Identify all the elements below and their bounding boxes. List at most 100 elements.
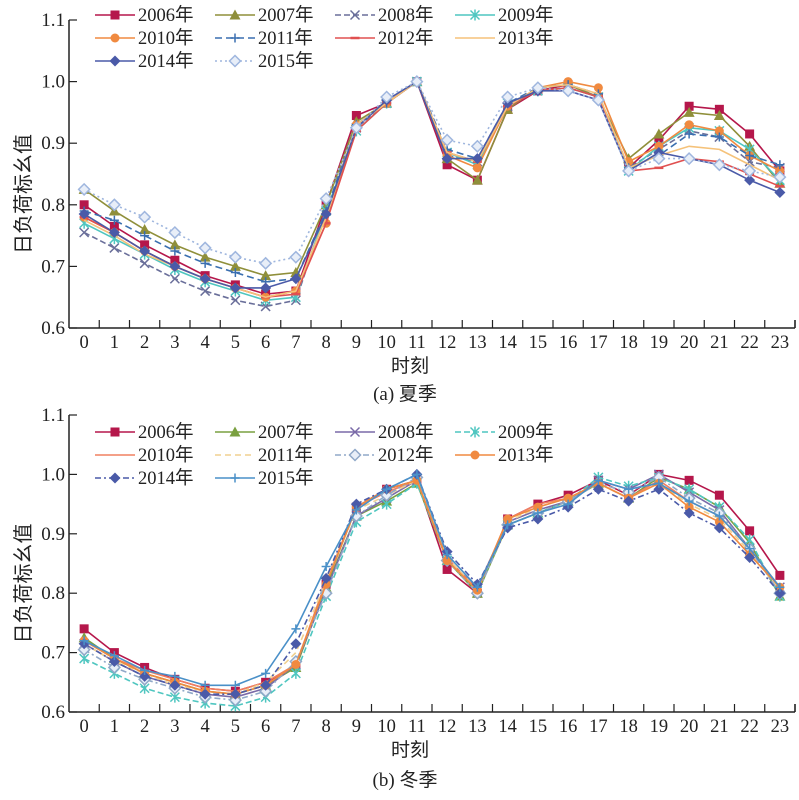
- marker-diamond-hollow: [107, 660, 121, 675]
- marker-diamond: [169, 679, 181, 691]
- marker-square: [442, 564, 452, 574]
- marker-circle: [714, 126, 724, 136]
- x-tick-label: 23: [771, 717, 790, 737]
- marker-diamond-hollow: [259, 256, 273, 270]
- legend-item: 2008年: [335, 422, 434, 443]
- y-axis-label: 日负荷标幺值: [11, 134, 35, 254]
- x-tick-label: 12: [438, 333, 457, 353]
- y-tick-label: 0.6: [41, 702, 65, 723]
- marker-diamond: [320, 208, 332, 220]
- y-tick-label: 0.8: [41, 583, 65, 604]
- x-tick-label: 17: [589, 717, 608, 737]
- y-tick-label: 1.0: [41, 72, 65, 93]
- marker-plus: [140, 231, 150, 241]
- marker-circle: [684, 120, 694, 130]
- marker-triangle: [139, 223, 151, 234]
- marker-x: [109, 242, 120, 253]
- marker-triangle: [229, 260, 241, 271]
- x-tick-label: 1: [110, 717, 119, 737]
- marker-diamond: [109, 472, 121, 484]
- x-axis-label: 时刻: [391, 355, 429, 377]
- y-tick-label: 0.8: [41, 195, 65, 216]
- legend-item: 2013年: [455, 28, 554, 49]
- x-tick-label: 20: [680, 717, 699, 737]
- marker-plus: [714, 132, 724, 142]
- marker-square: [170, 255, 180, 265]
- marker-diamond-hollow: [682, 152, 696, 166]
- marker-diamond-hollow: [228, 250, 242, 264]
- marker-triangle: [260, 270, 272, 281]
- legend-item: 2014年: [95, 468, 194, 489]
- marker-square: [745, 526, 755, 536]
- marker-plus: [745, 544, 755, 554]
- marker-plus: [230, 680, 240, 690]
- series-2007年: [78, 471, 786, 699]
- marker-circle: [684, 502, 694, 512]
- marker-x: [349, 426, 361, 438]
- marker-circle: [563, 493, 573, 503]
- y-tick-label: 0.9: [41, 133, 65, 154]
- marker-diamond-hollow: [712, 158, 726, 172]
- marker-square: [714, 490, 724, 500]
- series-2015年: [79, 469, 785, 690]
- series-line: [83, 473, 781, 687]
- marker-diamond-hollow: [440, 133, 454, 147]
- x-tick-label: 3: [170, 717, 179, 737]
- marker-diamond-hollow: [77, 182, 91, 196]
- marker-plus: [745, 151, 755, 161]
- chart-caption: (a) 夏季: [373, 383, 437, 405]
- marker-diamond: [78, 208, 90, 220]
- legend-item: 2012年: [335, 28, 434, 49]
- y-tick-label: 1.1: [41, 10, 65, 31]
- x-tick-label: 15: [529, 333, 548, 353]
- series-line: [83, 476, 781, 701]
- marker-diamond: [592, 483, 604, 495]
- marker-plus: [109, 215, 119, 225]
- series-2011年: [79, 77, 785, 287]
- series-2014年: [78, 76, 786, 294]
- x-tick-label: 13: [468, 717, 487, 737]
- marker-diamond: [744, 174, 756, 186]
- marker-plus: [261, 668, 271, 678]
- marker-diamond-hollow: [168, 225, 182, 240]
- marker-plus: [200, 258, 210, 268]
- marker-plus: [775, 582, 785, 592]
- marker-plus: [684, 496, 694, 506]
- marker-diamond: [350, 498, 362, 510]
- legend-label: 2013年: [498, 28, 554, 49]
- marker-diamond: [774, 186, 786, 198]
- marker-plus: [412, 469, 422, 479]
- x-tick-label: 18: [619, 717, 638, 737]
- marker-triangle: [169, 239, 181, 250]
- marker-circle: [442, 556, 452, 566]
- marker-diamond: [109, 55, 121, 67]
- marker-plus: [230, 33, 240, 43]
- marker-diamond: [744, 552, 756, 564]
- x-tick-label: 16: [559, 333, 578, 353]
- marker-diamond: [290, 273, 302, 285]
- legend-item: 2006年: [95, 422, 194, 443]
- legend-label: 2010年: [138, 445, 194, 466]
- legend-item: 2007年: [215, 5, 314, 26]
- marker-diamond: [320, 572, 332, 584]
- legend-label: 2015年: [258, 51, 314, 72]
- legend-item: 2011年: [215, 445, 313, 466]
- marker-triangle: [199, 251, 211, 262]
- legend-label: 2008年: [378, 422, 434, 443]
- marker-plus: [775, 160, 785, 170]
- series-2009年: [79, 471, 785, 712]
- marker-plus: [200, 680, 210, 690]
- legend-label: 2009年: [498, 5, 554, 26]
- marker-plus: [442, 550, 452, 560]
- legend-item: 2009年: [455, 422, 554, 443]
- x-tick-label: 9: [352, 333, 361, 353]
- marker-diamond: [229, 282, 241, 294]
- marker-plus: [593, 475, 603, 485]
- marker-square: [109, 221, 119, 231]
- legend-item: 2014年: [95, 51, 194, 72]
- legend-item: 2015年: [215, 51, 314, 72]
- marker-plus: [654, 478, 664, 488]
- marker-square: [79, 624, 89, 634]
- y-tick-label: 0.7: [41, 256, 65, 277]
- marker-x: [139, 258, 150, 269]
